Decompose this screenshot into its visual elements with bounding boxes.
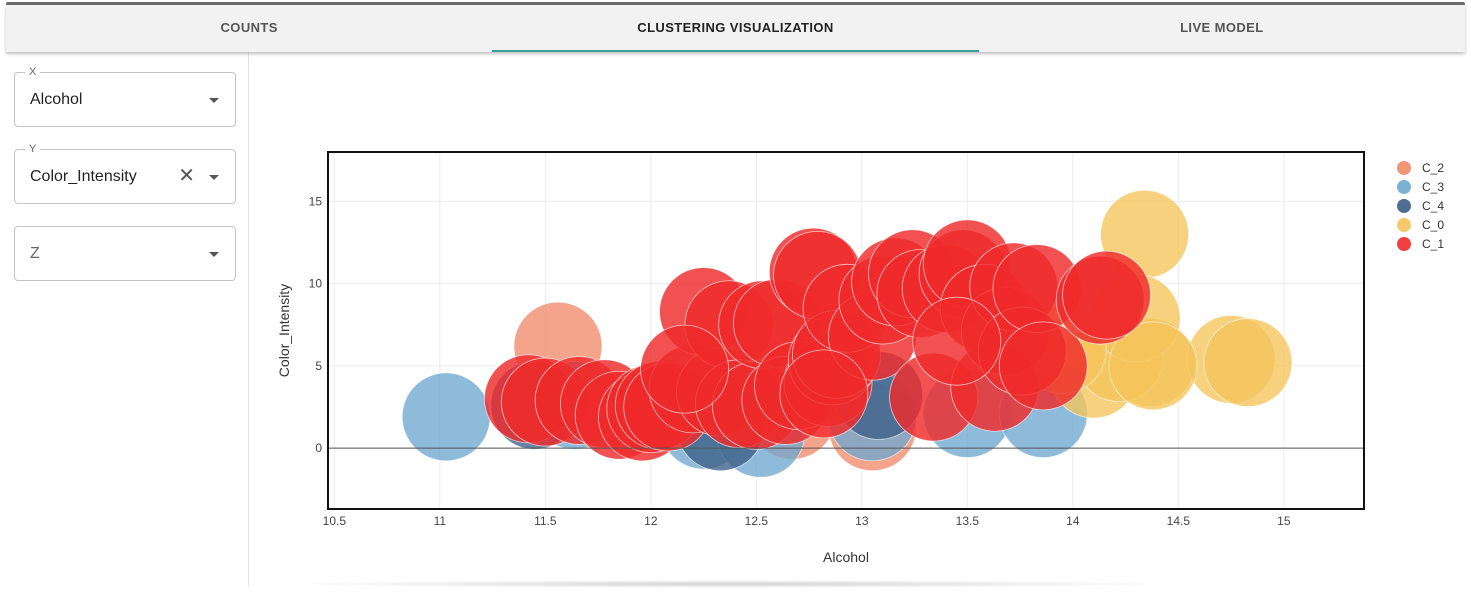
x-tick-label: 12: [644, 514, 658, 528]
point-C_0: [1108, 321, 1198, 411]
y-select-label: Y: [25, 142, 41, 156]
point-C_1: [779, 349, 869, 439]
legend-label-C_3: C_3: [1422, 180, 1444, 194]
plot-frame: [327, 151, 1365, 510]
x-tick-label: 12.5: [745, 514, 769, 528]
tab-counts[interactable]: COUNTS: [220, 19, 278, 35]
y-tick-label: 10: [309, 277, 323, 291]
legend-marker-C_4: [1397, 199, 1411, 213]
point-C_1: [912, 296, 1002, 386]
x-tick-label: 10.5: [323, 514, 347, 528]
y-tick-label: 0: [315, 441, 322, 455]
bubbles: [401, 189, 1293, 478]
x-select-value: Alcohol: [30, 91, 83, 108]
point-C_1: [998, 321, 1088, 411]
chart-area: 10.5 11 11.5 12 12.5 13 13.5 14 14.5 15 0 5 10 15 Alco…: [249, 52, 1465, 587]
y-tick-label: 5: [315, 359, 322, 373]
legend-label-C_1: C_1: [1422, 237, 1444, 251]
point-C_0: [1203, 318, 1293, 407]
x-axis-label: Alcohol: [823, 549, 869, 565]
tab-bar: COUNTS CLUSTERING VISUALIZATION LIVE MOD…: [6, 5, 1465, 52]
z-select-placeholder: Z: [30, 245, 40, 262]
legend-marker-C_2: [1397, 161, 1411, 175]
legend-label-C_0: C_0: [1422, 218, 1444, 232]
window-top-edge: [6, 2, 1465, 5]
legend-marker-C_1: [1397, 237, 1411, 251]
x-tick-label: 11: [434, 514, 447, 528]
x-tick-label: 11.5: [534, 514, 557, 528]
legend-marker-C_3: [1397, 180, 1411, 194]
x-tick-label: 14: [1066, 514, 1080, 528]
chevron-down-icon[interactable]: [209, 252, 219, 257]
tab-live-model[interactable]: LIVE MODEL: [1180, 19, 1264, 35]
z-select[interactable]: Z: [14, 226, 236, 281]
point-C_1: [1062, 250, 1151, 340]
x-tick-label: 14.5: [1167, 514, 1191, 528]
point-C_1: [640, 324, 729, 414]
x-select-label: X: [25, 65, 41, 79]
legend-label-C_2: C_2: [1422, 161, 1444, 175]
y-axis-label: Color_Intensity: [276, 284, 292, 377]
tab-clustering-visualization[interactable]: CLUSTERING VISUALIZATION: [492, 5, 979, 52]
y-select-value: Color_Intensity: [30, 168, 137, 185]
chevron-down-icon[interactable]: [209, 175, 219, 180]
y-select[interactable]: Y Color_Intensity ✕: [14, 142, 236, 204]
x-tick-label: 13: [855, 514, 869, 528]
y-tick-label: 15: [309, 194, 323, 208]
sidebar: X Alcohol Y Color_Intensity ✕ Z: [6, 52, 249, 587]
chevron-down-icon[interactable]: [209, 98, 219, 103]
legend-label-C_4: C_4: [1422, 199, 1444, 213]
legend-marker-C_0: [1397, 218, 1411, 232]
x-tick-label: 15: [1277, 514, 1291, 528]
clear-icon[interactable]: ✕: [178, 165, 195, 187]
scatter-chart: 10.5 11 11.5 12 12.5 13 13.5 14 14.5 15 0 5 10 15 Alco…: [276, 151, 1444, 565]
x-tick-label: 13.5: [956, 514, 980, 528]
x-select[interactable]: X Alcohol: [14, 65, 236, 127]
bottom-shadow: [280, 580, 1180, 588]
